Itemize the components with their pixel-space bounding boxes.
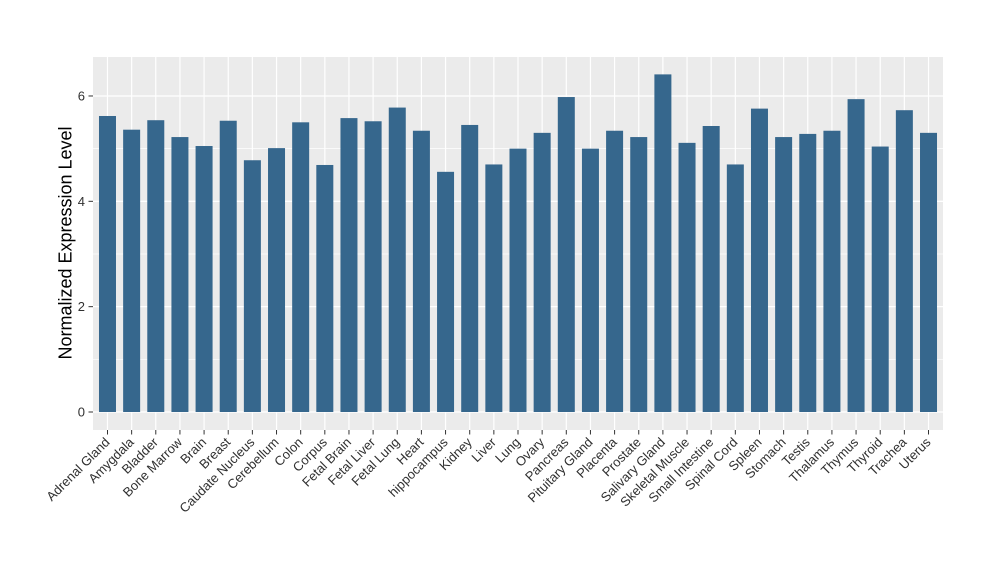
bar-brain bbox=[195, 146, 213, 413]
y-axis-tick-label: 2 bbox=[78, 299, 85, 314]
bar-thalamus bbox=[823, 130, 841, 413]
bar-placenta bbox=[606, 130, 624, 413]
bar-fetal-brain bbox=[340, 118, 358, 412]
bar-bone-marrow bbox=[171, 137, 189, 412]
bar-testis bbox=[799, 133, 817, 412]
bar-spleen bbox=[750, 108, 768, 413]
bar-bladder bbox=[147, 120, 165, 413]
bar-ovary bbox=[533, 132, 551, 412]
bar-lung bbox=[509, 148, 527, 412]
bar-salivary-gland bbox=[654, 74, 672, 412]
bar-amygdala bbox=[123, 129, 141, 413]
bar-pituitary-gland bbox=[581, 148, 599, 412]
bar-caudate-nucleus bbox=[243, 160, 261, 412]
y-axis-tick-label: 4 bbox=[78, 194, 85, 209]
bar-colon bbox=[292, 122, 310, 412]
bar-spinal-cord bbox=[726, 164, 744, 412]
bar-corpus bbox=[316, 164, 334, 412]
y-axis-title: Normalized Expression Level bbox=[55, 126, 76, 360]
y-axis-tick-label: 0 bbox=[78, 405, 85, 420]
bar-small-intestine bbox=[702, 126, 720, 413]
bar-pancreas bbox=[557, 97, 575, 413]
bar-adrenal-gland bbox=[98, 115, 116, 412]
bar-skeletal-muscle bbox=[678, 142, 696, 412]
bar-hippocampus bbox=[437, 171, 455, 412]
bar-prostate bbox=[630, 137, 648, 412]
bar-fetal-lung bbox=[388, 107, 406, 413]
bar-uterus bbox=[920, 132, 938, 412]
bar-kidney bbox=[461, 124, 479, 413]
bar-trachea bbox=[895, 110, 913, 412]
bar-cerebellum bbox=[268, 148, 286, 413]
bar-thymus bbox=[847, 99, 865, 412]
bar-stomach bbox=[775, 137, 793, 412]
bar-fetal-liver bbox=[364, 121, 382, 412]
y-axis-tick-label: 6 bbox=[78, 88, 85, 103]
bar-liver bbox=[485, 164, 503, 412]
bar-thyroid bbox=[871, 146, 889, 412]
x-axis-tick-label: Liver bbox=[468, 434, 499, 465]
bar-heart bbox=[412, 130, 430, 413]
bar-breast bbox=[219, 120, 237, 413]
